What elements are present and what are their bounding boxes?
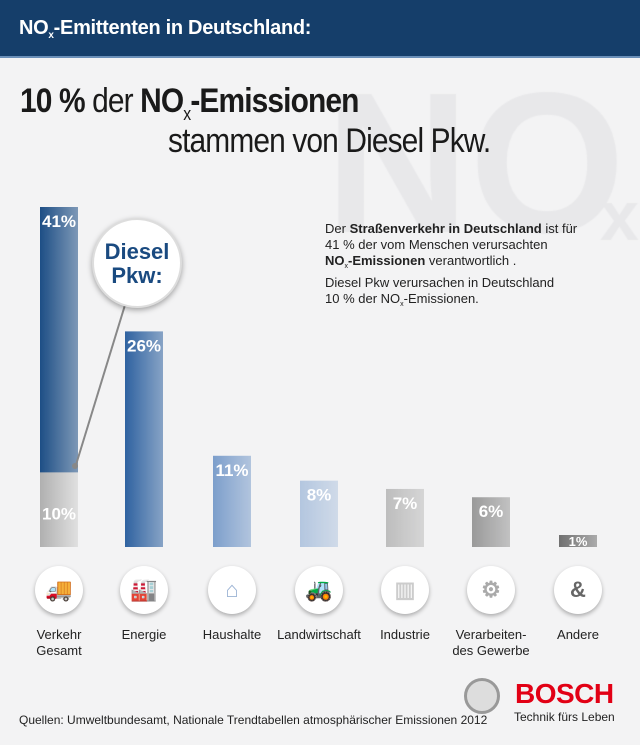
headline-line2: stammen von Diesel Pkw. bbox=[168, 122, 491, 160]
bar-label: 1% bbox=[569, 534, 588, 549]
category-label: Verarbeiten-des Gewerbe bbox=[452, 627, 530, 658]
bar-label: 6% bbox=[479, 502, 504, 521]
description: Der Straßenverkehr in Deutschland ist fü… bbox=[325, 221, 578, 308]
bar-3 bbox=[213, 455, 251, 547]
callout-pointer bbox=[74, 304, 126, 469]
brand-tagline: Technik fürs Leben bbox=[514, 710, 615, 724]
source-note: Quellen: Umweltbundesamt, Nationale Tren… bbox=[19, 713, 488, 727]
diesel-pkw-label: 10% bbox=[42, 504, 76, 523]
brand-name: BOSCH bbox=[515, 678, 614, 709]
power-plant-icon: 🏭 bbox=[120, 566, 168, 614]
category-label: Verkehr Gesamt bbox=[36, 627, 82, 658]
bar-6 bbox=[472, 497, 510, 547]
tractor-icon: 🚜 bbox=[295, 566, 343, 614]
ampersand-icon: & bbox=[554, 566, 602, 614]
bar-label: 11% bbox=[215, 461, 248, 480]
callout-dot bbox=[72, 463, 78, 469]
header-bar: NOx-Emittenten in Deutschland: bbox=[0, 0, 640, 58]
bar-label: 8% bbox=[307, 486, 332, 505]
category-label: Energie bbox=[121, 627, 167, 642]
category-label: Landwirtschaft bbox=[277, 627, 361, 642]
bar-5 bbox=[386, 488, 424, 547]
category-label: Andere bbox=[557, 627, 599, 642]
factory-icon: ▥ bbox=[381, 566, 429, 614]
bar-4 bbox=[300, 480, 338, 547]
bar-7 bbox=[559, 535, 597, 547]
diesel-pkw-segment bbox=[40, 472, 78, 547]
bar-chart: 41% 26% 11% 8% 7% 6% 1% 10% bbox=[40, 207, 597, 549]
bar-2 bbox=[125, 331, 163, 547]
truck-icon: 🚚 bbox=[35, 566, 83, 614]
house-icon: ⌂ bbox=[208, 566, 256, 614]
bar-label: 7% bbox=[393, 494, 418, 513]
diesel-pkw-callout: Diesel Pkw: bbox=[92, 218, 182, 308]
bosch-logo-icon bbox=[464, 678, 500, 714]
gears-icon: ⚙ bbox=[467, 566, 515, 614]
category-label: Haushalte bbox=[202, 627, 262, 642]
header-title: NOx-Emittenten in Deutschland: bbox=[19, 17, 312, 41]
bar-label: 26% bbox=[127, 336, 161, 355]
category-label: Industrie bbox=[380, 627, 430, 642]
headline: 10 % der NOx-Emissionen bbox=[20, 82, 359, 124]
bar-label: 41% bbox=[42, 212, 76, 231]
